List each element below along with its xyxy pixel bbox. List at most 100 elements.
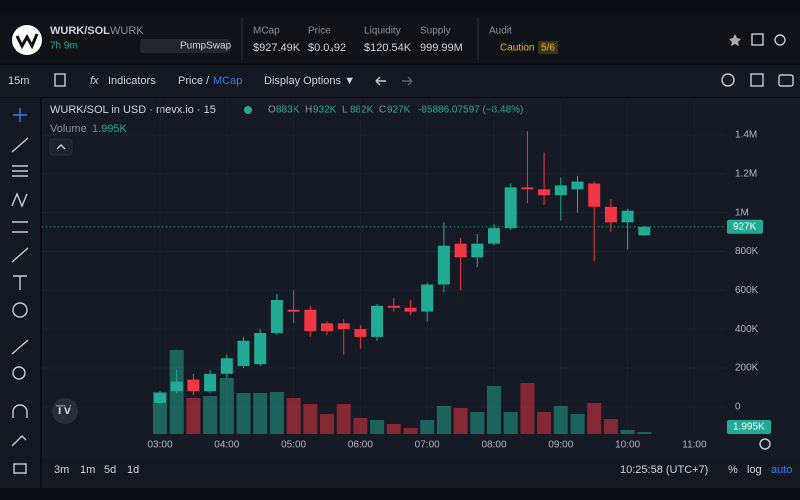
volume-bar (553, 406, 568, 434)
volume-bar (420, 420, 435, 434)
toggle-separator: / (206, 75, 210, 87)
gear-icon[interactable] (721, 73, 735, 87)
lock-tool[interactable] (13, 463, 27, 474)
price-toggle[interactable]: Price (178, 75, 203, 87)
interval[interactable]: 15m (8, 75, 29, 87)
candle-body (404, 307, 417, 312)
toolbar (0, 65, 800, 97)
candle-body (204, 373, 217, 392)
y-tick-label: 1.4M (735, 130, 757, 141)
collapse-icon (56, 144, 66, 150)
settings-icon[interactable] (774, 34, 786, 46)
indicators[interactable]: Indicators (108, 75, 156, 87)
text-tool[interactable] (13, 275, 27, 290)
undo-icon[interactable] (375, 76, 386, 86)
fullscreen-icon[interactable] (750, 73, 764, 87)
candle-body (621, 210, 634, 223)
ruler-tool[interactable] (11, 339, 29, 355)
brush-tool[interactable] (11, 247, 29, 263)
volume-bar (269, 392, 284, 434)
volume-bar (587, 403, 602, 434)
fx-icon: fx (90, 75, 99, 87)
dex: PumpSwap (180, 41, 232, 52)
mcap-toggle[interactable]: MCap (213, 75, 242, 87)
star-icon[interactable] (729, 34, 741, 46)
symbol: WURK (110, 25, 144, 37)
volume-bar (320, 414, 334, 434)
lock-draw-tool[interactable] (11, 435, 27, 447)
y-tick-label: 800K (735, 246, 759, 257)
stat-value: 999.99M (420, 42, 463, 54)
camera-icon[interactable] (778, 74, 794, 87)
candle-body (337, 323, 350, 330)
volume-bar (303, 404, 318, 434)
status-dot (244, 106, 252, 114)
footer-bar (42, 458, 800, 488)
tv-badge[interactable] (52, 398, 78, 424)
fib-tool[interactable] (12, 165, 28, 177)
range-button[interactable]: 1m (80, 464, 95, 476)
volume-label: Volume (50, 123, 87, 135)
y-tick-label: 1M (735, 207, 749, 218)
audit-score: 5/6 (541, 43, 555, 54)
candle-body (254, 333, 267, 365)
x-tick-label: 08:00 (481, 440, 506, 451)
volume-bar (487, 386, 501, 434)
candle-type-icon[interactable] (54, 73, 66, 87)
drawing-tools (11, 108, 29, 474)
emoji-tool[interactable] (12, 302, 28, 318)
audit-label[interactable]: Audit (489, 26, 512, 37)
x-tick-label: 06:00 (348, 440, 373, 451)
volume-bar (353, 418, 368, 434)
ohlc-key: L (342, 105, 348, 116)
candle-body (187, 379, 200, 392)
range-button[interactable]: 3m (54, 464, 69, 476)
magnet-tool[interactable] (12, 404, 28, 418)
ohlc-key: O (268, 105, 276, 116)
header-bar (0, 15, 800, 63)
volume-bar (203, 396, 218, 434)
candle-body (421, 284, 434, 312)
trend-line-tool[interactable] (11, 137, 29, 153)
display-options[interactable]: Display Options ▼ (264, 75, 355, 87)
candle-body (571, 181, 584, 190)
stat-label: Price (308, 26, 331, 37)
scale-settings-icon[interactable] (759, 438, 771, 450)
y-tick-label: 200K (735, 363, 759, 374)
y-tick-label: 400K (735, 324, 759, 335)
candle-body (471, 243, 484, 258)
zoom-tool[interactable] (12, 366, 26, 380)
volume-bar (236, 393, 251, 434)
pair: WURK/SOL (50, 25, 110, 37)
candle-body (304, 309, 317, 332)
redo-icon[interactable] (402, 76, 413, 86)
volume-bar (336, 404, 351, 434)
last-price-label: 927K (733, 221, 757, 232)
last-volume-box (727, 420, 771, 434)
stat-value: $927.49K (253, 42, 301, 54)
share-icon[interactable] (751, 33, 764, 46)
stat-label: Liquidity (364, 26, 401, 37)
ohlc-value: 932K (313, 105, 337, 116)
candle-body (354, 329, 367, 337)
projection-tool[interactable] (12, 221, 28, 233)
dex-pill[interactable] (140, 39, 230, 53)
x-tick-label: 11:00 (682, 440, 707, 451)
stat-label: Supply (420, 26, 451, 37)
stat-value: $120.54K (364, 42, 412, 54)
crosshair-tool[interactable] (13, 108, 27, 122)
y-tick-label: 1.2M (735, 168, 757, 179)
scale-option[interactable]: auto (771, 464, 792, 476)
range-button[interactable]: 1d (127, 464, 139, 476)
candle-body (237, 340, 250, 367)
candle-body (521, 187, 534, 190)
collapse-button[interactable] (49, 138, 73, 156)
age: 7h 9m (50, 41, 78, 52)
scale-option[interactable]: log (747, 464, 762, 476)
volume-bar (436, 406, 451, 434)
scale-option[interactable]: % (728, 464, 738, 476)
ohlc-value: 927K (387, 105, 411, 116)
pattern-tool[interactable] (11, 192, 28, 208)
range-button[interactable]: 5d (104, 464, 116, 476)
candle-body (454, 243, 467, 258)
